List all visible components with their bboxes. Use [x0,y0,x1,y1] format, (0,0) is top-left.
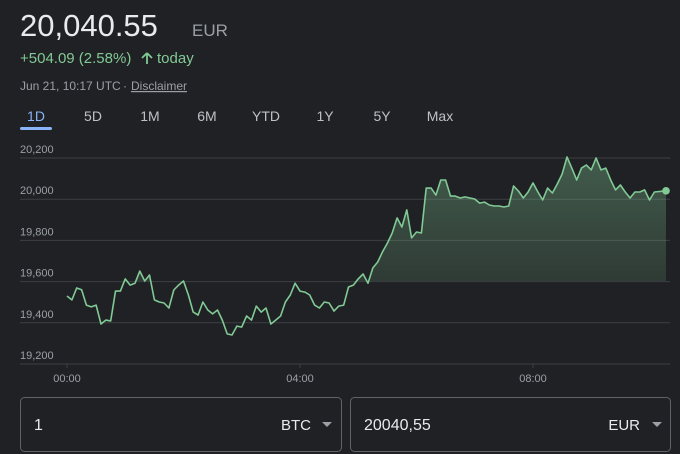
to-box[interactable] [350,397,671,452]
from-unit[interactable]: BTC [281,417,311,434]
x-tick-label: 04:00 [286,373,314,385]
currency: EUR [192,21,228,40]
area-fill [124,157,666,281]
y-tick-label: 20,000 [20,185,54,197]
price: 20,040.55 [20,8,158,43]
timestamp: Jun 21, 10:17 UTC [20,79,121,93]
active-tab-underline [20,127,52,130]
dropdown-arrow[interactable] [652,422,662,427]
range-tab[interactable]: 1Y [316,108,334,124]
current-point [662,187,670,195]
range-tab[interactable]: 5Y [373,108,391,124]
y-tick-label: 20,200 [20,144,54,156]
to-unit[interactable]: EUR [608,417,640,434]
plot [66,156,670,336]
price-line [66,156,667,336]
from-box[interactable] [20,397,342,452]
to-amount[interactable]: 20040,55 [364,417,431,434]
range-tab[interactable]: 1D [27,108,45,124]
up-arrow [141,52,153,64]
period: today [157,50,194,67]
x-tick-label: 08:00 [519,373,547,385]
range-tabs: 1D 5D 1M 6M YTD 1Y 5Y Max [20,108,453,130]
from-amount[interactable]: 1 [34,417,43,434]
y-tick-label: 19,400 [20,309,54,321]
range-tab[interactable]: 1M [140,108,159,124]
range-tab[interactable]: YTD [252,108,280,124]
x-tick-label: 00:00 [53,373,81,385]
range-tab[interactable]: 6M [197,108,216,124]
y-tick-label: 19,200 [20,350,54,362]
y-tick-label: 19,800 [20,226,54,238]
y-tick-label: 19,600 [20,268,54,280]
separator: · [123,79,127,93]
range-tab[interactable]: 5D [84,108,102,124]
disclaimer-link[interactable]: Disclaimer [131,79,187,93]
dropdown-arrow[interactable] [322,422,332,427]
change: +504.09 (2.58%) [20,50,131,67]
range-tab[interactable]: Max [427,108,453,124]
